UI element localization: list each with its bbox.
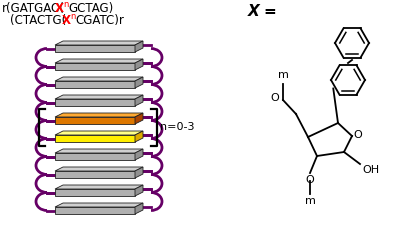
Polygon shape xyxy=(55,99,135,106)
Text: r(GATGAC(: r(GATGAC( xyxy=(2,2,65,15)
Text: O: O xyxy=(353,130,362,140)
Polygon shape xyxy=(55,59,143,63)
Polygon shape xyxy=(135,113,143,124)
Text: X: X xyxy=(55,2,64,15)
Polygon shape xyxy=(135,77,143,88)
Text: OH: OH xyxy=(362,165,379,175)
Text: (CTACTG(: (CTACTG( xyxy=(10,14,66,27)
Polygon shape xyxy=(135,149,143,160)
Polygon shape xyxy=(55,113,143,117)
Polygon shape xyxy=(55,41,143,45)
Text: n: n xyxy=(63,0,68,9)
Polygon shape xyxy=(135,203,143,214)
Text: X =: X = xyxy=(248,4,278,19)
Polygon shape xyxy=(135,59,143,70)
Polygon shape xyxy=(135,131,143,142)
Text: X: X xyxy=(62,14,71,27)
Polygon shape xyxy=(135,95,143,106)
Polygon shape xyxy=(55,207,135,214)
Text: GCTAG): GCTAG) xyxy=(68,2,113,15)
Polygon shape xyxy=(55,81,135,88)
Text: O: O xyxy=(270,93,279,103)
Text: n=0-3: n=0-3 xyxy=(160,122,195,132)
Text: n: n xyxy=(70,12,75,21)
Polygon shape xyxy=(135,185,143,196)
Polygon shape xyxy=(55,45,135,52)
Polygon shape xyxy=(55,63,135,70)
Polygon shape xyxy=(55,95,143,99)
Polygon shape xyxy=(55,135,135,142)
Text: m: m xyxy=(305,196,316,206)
Polygon shape xyxy=(55,131,143,135)
Polygon shape xyxy=(55,189,135,196)
Polygon shape xyxy=(55,167,143,171)
Polygon shape xyxy=(55,203,143,207)
Polygon shape xyxy=(135,41,143,52)
Polygon shape xyxy=(55,117,135,124)
Text: m: m xyxy=(277,70,288,80)
Text: O: O xyxy=(306,175,314,185)
Text: CGATC)r: CGATC)r xyxy=(75,14,124,27)
Polygon shape xyxy=(55,171,135,178)
Polygon shape xyxy=(55,77,143,81)
Polygon shape xyxy=(55,153,135,160)
Polygon shape xyxy=(55,185,143,189)
Polygon shape xyxy=(55,149,143,153)
Polygon shape xyxy=(135,167,143,178)
